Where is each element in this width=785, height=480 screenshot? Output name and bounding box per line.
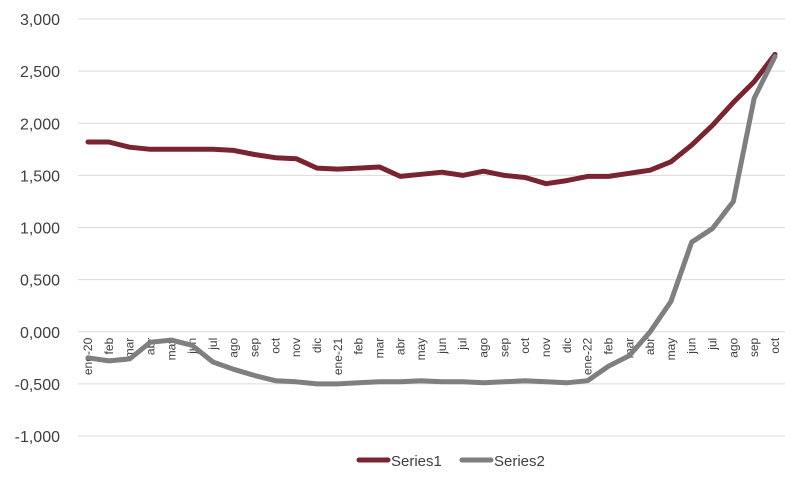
x-tick-label: nov <box>289 338 303 357</box>
x-tick-label: jun <box>435 338 449 355</box>
x-tick-label: feb <box>102 337 116 354</box>
x-tick-label: feb <box>601 337 615 354</box>
x-tick-label: ene-22 <box>581 337 595 375</box>
x-tick-label: oct <box>268 337 282 354</box>
y-tick-label: 1,500 <box>20 168 60 185</box>
x-tick-label: jun <box>685 338 699 355</box>
legend-label-1: Series1 <box>391 453 442 470</box>
series-line-1 <box>85 51 778 187</box>
x-tick-label: jul <box>706 338 720 351</box>
x-tick-label: nov <box>539 338 553 357</box>
x-tick-label: feb <box>352 337 366 354</box>
x-tick-label: ago <box>726 337 740 357</box>
y-tick-label: 0,000 <box>20 325 60 342</box>
x-tick-label: oct <box>518 337 532 354</box>
y-tick-label: 2,500 <box>20 64 60 81</box>
y-axis-tick-labels: -1,000 -0,500 0,000 0,500 1,000 1,500 2,000 2,5… <box>15 12 60 446</box>
legend: Series1 Series2 <box>356 453 545 470</box>
x-tick-label: sep <box>747 337 761 357</box>
x-tick-label: dic <box>310 338 324 353</box>
x-tick-label: sep <box>497 337 511 357</box>
y-tick-label: 0,500 <box>20 273 60 290</box>
x-tick-label: ago <box>477 337 491 357</box>
y-tick-label: -1,000 <box>15 429 60 446</box>
y-tick-label: 3,000 <box>20 12 60 29</box>
x-tick-label: ago <box>227 337 241 357</box>
x-tick-label: jul <box>456 338 470 351</box>
gridlines <box>78 18 785 437</box>
x-tick-label: dic <box>560 338 574 353</box>
legend-label-2: Series2 <box>494 453 545 470</box>
x-tick-label: may <box>664 338 678 361</box>
y-tick-label: -0,500 <box>15 377 60 394</box>
x-tick-label: ene-21 <box>331 337 345 375</box>
x-tick-label: abr <box>393 338 407 355</box>
x-tick-label: may <box>414 338 428 361</box>
y-tick-label: 2,000 <box>20 116 60 133</box>
x-tick-label: sep <box>248 337 262 357</box>
y-tick-label: 1,000 <box>20 221 60 238</box>
x-tick-label: mar <box>372 338 386 359</box>
x-tick-label: abr <box>643 338 657 355</box>
series-line-2 <box>85 54 778 387</box>
series-lines <box>85 51 778 387</box>
x-tick-label: jul <box>206 338 220 351</box>
x-tick-label: oct <box>768 337 782 354</box>
